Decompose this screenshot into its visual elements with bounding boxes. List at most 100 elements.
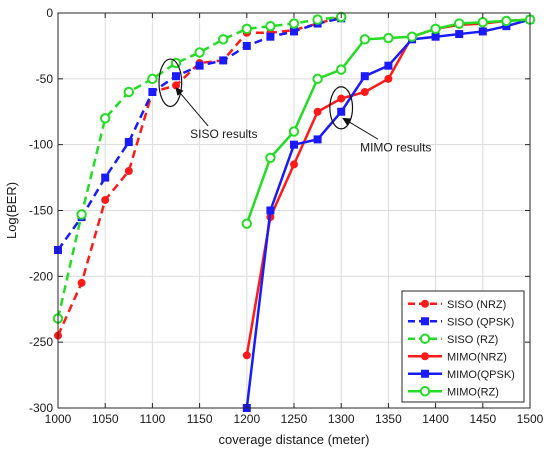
data-point-marker: [147, 73, 158, 85]
data-point-marker: [100, 113, 111, 124]
legend-label: SISO (RZ): [447, 334, 498, 346]
data-point-marker: [419, 386, 431, 397]
data-point-marker: [478, 27, 487, 36]
data-point-marker: [288, 18, 300, 29]
data-point-marker: [431, 32, 440, 41]
data-point-marker: [265, 20, 276, 32]
data-point-marker: [336, 64, 347, 75]
legend-item: MIMO(NRZ): [408, 351, 507, 363]
data-point-marker: [288, 126, 300, 137]
data-point-marker: [430, 23, 441, 34]
legend-box: [401, 290, 525, 403]
data-point-marker: [101, 195, 110, 204]
annotation: MIMO results: [329, 86, 431, 154]
legend-label: MIMO(RZ): [447, 386, 499, 398]
series-group: [52, 11, 536, 412]
data-point-marker: [421, 369, 429, 378]
data-point-marker: [265, 152, 276, 164]
annotation-ellipse: [329, 86, 354, 130]
data-point-marker: [384, 61, 393, 70]
data-point-marker: [421, 352, 429, 361]
annotation-ellipse: [158, 58, 183, 108]
data-point-marker: [502, 22, 511, 31]
x-tick-label: 1450: [469, 412, 496, 426]
data-point-marker: [218, 34, 229, 45]
data-point-marker: [172, 72, 180, 81]
data-point-marker: [313, 107, 322, 116]
data-point-marker: [419, 333, 431, 344]
legend-item: MIMO(RZ): [408, 386, 499, 398]
legend-label: MIMO(QPSK): [447, 369, 515, 381]
data-point-marker: [242, 41, 251, 50]
data-point-marker: [148, 88, 157, 96]
y-tick-label: -150: [29, 204, 53, 218]
legend-item: MIMO(QPSK): [408, 369, 515, 381]
y-tick-label: -100: [29, 138, 53, 152]
data-point-marker: [123, 86, 135, 98]
data-point-marker: [360, 88, 369, 96]
x-tick-label: 1150: [187, 412, 213, 426]
data-point-marker: [241, 218, 253, 229]
data-point-marker: [384, 74, 393, 83]
data-point-marker: [501, 15, 512, 27]
y-tick-label: -200: [29, 269, 53, 283]
annotation: SISO results: [158, 58, 258, 141]
data-point-marker: [421, 317, 429, 326]
data-point-marker: [266, 206, 275, 215]
x-tick-label: 1250: [281, 412, 308, 426]
legend-item: SISO (QPSK): [408, 316, 514, 328]
x-tick-label: 1300: [328, 412, 355, 426]
data-point-marker: [454, 18, 465, 29]
y-tick-label: -50: [36, 72, 54, 86]
data-point-marker: [359, 34, 370, 45]
x-tick-label: 1400: [422, 412, 449, 426]
data-point-marker: [194, 47, 205, 58]
data-point-marker: [477, 17, 488, 28]
axis-ticks: 1000 1050 1100 1150 1200 1250 1300 1350 1400 1450…: [29, 6, 544, 426]
y-tick-label: -300: [29, 401, 53, 415]
data-point-marker: [312, 14, 323, 25]
x-tick-label: 1000: [45, 412, 72, 426]
y-axis-label: Log(BER): [4, 182, 19, 239]
legend: SISO (NRZ) SISO (QPSK) SISO (RZ) MIMO(NRZ) M…: [401, 290, 525, 403]
data-point-marker: [337, 107, 346, 116]
x-tick-label: 1200: [233, 412, 260, 426]
x-tick-label: 1050: [92, 412, 119, 426]
data-point-marker: [77, 278, 86, 287]
annotation-label: SISO results: [190, 127, 257, 141]
data-point-marker: [455, 30, 464, 39]
data-point-marker: [313, 135, 322, 144]
data-point-marker: [406, 31, 418, 42]
data-point-marker: [421, 299, 429, 308]
data-point-marker: [124, 167, 133, 175]
data-point-marker: [76, 209, 87, 220]
data-point-marker: [337, 94, 346, 103]
data-point-marker: [241, 23, 253, 34]
data-point-marker: [124, 138, 133, 147]
series-siso-rz: [52, 11, 347, 324]
data-point-marker: [290, 160, 298, 169]
x-tick-label: 1100: [139, 412, 165, 426]
annotations: SISO results MIMO results: [158, 58, 431, 154]
y-tick-label: -250: [29, 335, 53, 349]
data-point-marker: [242, 351, 251, 360]
data-point-marker: [360, 72, 369, 81]
data-point-marker: [383, 32, 394, 44]
y-tick-label: 0: [46, 6, 53, 20]
annotation-arrow: [342, 117, 379, 140]
legend-item: SISO (RZ): [408, 333, 498, 346]
legend-label: SISO (NRZ): [447, 299, 506, 311]
annotation-arrow: [175, 87, 209, 127]
data-point-marker: [101, 173, 110, 182]
annotation-label: MIMO results: [360, 140, 431, 154]
data-point-marker: [219, 56, 228, 65]
legend-item: SISO (NRZ): [408, 299, 506, 311]
legend-label: MIMO(NRZ): [447, 351, 507, 363]
x-tick-label: 1350: [375, 412, 402, 426]
series-mimo-rz: [241, 14, 536, 229]
legend-label: SISO (QPSK): [447, 316, 514, 328]
data-point-marker: [290, 140, 298, 149]
data-point-marker: [266, 32, 275, 41]
